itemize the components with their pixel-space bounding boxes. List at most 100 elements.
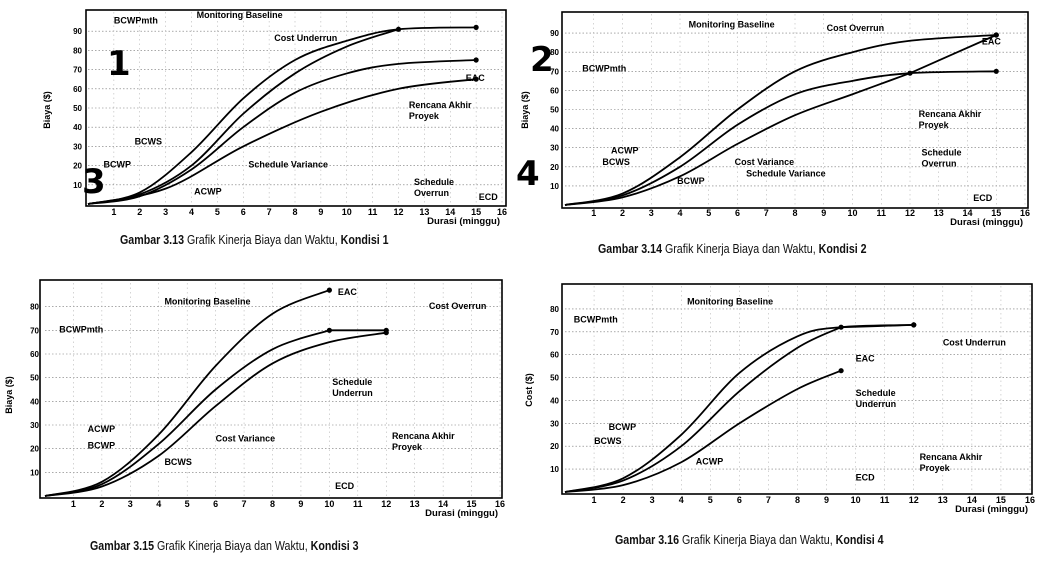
annotation-label: Cost Underrun (943, 338, 1006, 348)
caption-2: Gambar 3.14 Grafik Kinerja Biaya dan Wak… (598, 241, 867, 256)
series-end-point (838, 368, 844, 374)
x-tick-label: 5 (706, 208, 711, 218)
x-tick-label: 7 (242, 499, 247, 509)
annotation-label: Schedule Variance (746, 168, 826, 178)
y-axis-label: Biaya ($) (42, 91, 52, 129)
series-end-point (395, 26, 402, 32)
annotation-label: ACWP (611, 145, 639, 155)
series-line-bcws (564, 70, 997, 206)
series-line-eac (841, 324, 914, 329)
x-tick-label: 13 (419, 207, 429, 217)
y-tick-label: 50 (73, 104, 82, 113)
caption-cond: Kondisi 2 (818, 241, 867, 256)
y-tick-label: 40 (550, 396, 559, 405)
x-tick-label: 1 (111, 207, 116, 217)
y-tick-label: 30 (73, 142, 82, 151)
y-tick-label: 20 (30, 445, 39, 454)
annotation-label: Schedule (856, 388, 896, 398)
y-tick-label: 70 (73, 66, 82, 75)
x-tick-label: 16 (1020, 208, 1030, 218)
corner-number-4: 4 (516, 154, 540, 194)
y-tick-label: 20 (73, 162, 82, 171)
annotation-label: Monitoring Baseline (164, 296, 250, 306)
x-tick-label: 10 (847, 208, 857, 218)
annotation-label: BCWPmth (114, 16, 158, 26)
annotation-label: Rencana Akhir (392, 431, 455, 441)
annotation-label: Cost Overrun (429, 301, 487, 311)
x-tick-label: 3 (649, 208, 654, 218)
y-tick-label: 70 (550, 328, 559, 337)
series-end-point (993, 68, 999, 74)
x-tick-label: 6 (213, 499, 218, 509)
caption-text: Grafik Kinerja Biaya dan Waktu, (156, 538, 308, 553)
x-tick-label: 2 (620, 208, 625, 218)
annotation-label: EAC (338, 287, 358, 297)
annotation-label: ACWP (88, 424, 116, 434)
annotation-label: Proyek (919, 120, 950, 130)
series-end-point (993, 32, 999, 38)
x-tick-label: 6 (737, 495, 742, 505)
annotation-label: Monitoring Baseline (197, 10, 283, 20)
annotation-label: Proyek (920, 463, 951, 473)
y-tick-label: 10 (550, 182, 559, 191)
caption-cond: Kondisi 3 (310, 538, 359, 553)
annotation-label: BCWS (602, 157, 630, 167)
caption-label: Gambar 3.16 (615, 532, 679, 547)
y-tick-label: 60 (550, 351, 559, 360)
plot-frame (561, 283, 1033, 495)
x-tick-label: 12 (909, 495, 919, 505)
x-tick-label: 4 (189, 207, 194, 217)
y-tick-label: 40 (73, 123, 82, 132)
x-tick-label: 15 (471, 207, 481, 217)
annotation-label: ECD (479, 192, 499, 202)
y-tick-label: 10 (550, 465, 559, 474)
y-tick-label: 80 (30, 303, 39, 312)
annotation-label: EAC (982, 37, 1002, 47)
series-line-acwp (564, 369, 842, 493)
annotation-label: Rencana Akhir (409, 100, 472, 110)
annotation-label: ECD (335, 481, 355, 491)
x-tick-label: 7 (766, 495, 771, 505)
x-tick-label: 5 (215, 207, 220, 217)
x-tick-label: 8 (292, 207, 297, 217)
x-tick-label: 13 (938, 495, 948, 505)
y-tick-label: 60 (550, 86, 559, 95)
x-tick-label: 2 (137, 207, 142, 217)
caption-cond: Kondisi 4 (835, 532, 884, 547)
x-tick-label: 3 (128, 499, 133, 509)
x-tick-label: 14 (962, 208, 972, 218)
x-tick-label: 9 (821, 208, 826, 218)
x-tick-label: 12 (393, 207, 403, 217)
series-line-bcwp (44, 329, 330, 497)
annotation-label: Schedule Variance (248, 160, 328, 170)
y-tick-label: 50 (550, 374, 559, 383)
x-tick-label: 16 (495, 499, 505, 509)
annotation-label: BCWPmth (574, 315, 618, 325)
annotation-label: BCWS (164, 457, 192, 467)
series-line-bcws (564, 326, 842, 493)
caption-label: Gambar 3.13 (120, 232, 184, 247)
caption-3: Gambar 3.15 Grafik Kinerja Biaya dan Wak… (90, 538, 359, 553)
caption-4: Gambar 3.16 Grafik Kinerja Biaya dan Wak… (615, 532, 884, 547)
annotation-label: Overrun (922, 158, 957, 168)
x-tick-label: 12 (381, 499, 391, 509)
y-tick-label: 10 (73, 181, 82, 190)
y-axis-label: Cost ($) (524, 373, 534, 407)
annotation-label: ACWP (194, 186, 222, 196)
x-tick-label: 11 (368, 207, 378, 217)
annotation-label: BCWPmth (582, 63, 626, 73)
x-tick-label: 4 (677, 208, 682, 218)
corner-number-3: 3 (82, 162, 106, 202)
x-tick-label: 2 (99, 499, 104, 509)
x-tick-label: 14 (445, 207, 455, 217)
annotation-label: BCWPmth (59, 325, 103, 335)
x-tick-label: 5 (708, 495, 713, 505)
x-tick-label: 9 (318, 207, 323, 217)
annotation-label: ECD (856, 473, 876, 483)
x-tick-label: 5 (185, 499, 190, 509)
corner-number-2: 2 (530, 40, 554, 80)
x-tick-label: 8 (270, 499, 275, 509)
y-axis-label: Biaya ($) (4, 376, 14, 414)
